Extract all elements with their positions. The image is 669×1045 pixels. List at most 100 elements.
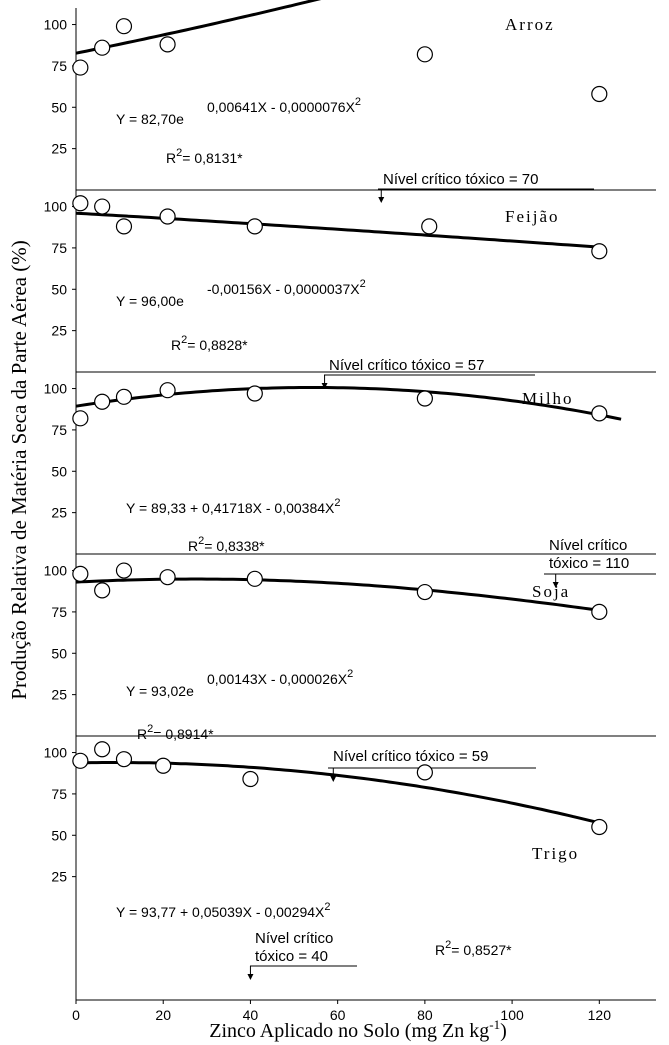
data-point [115,562,133,579]
y-tick-label: 25 [51,869,67,885]
data-point [159,36,176,53]
r-squared-value: = 0,8338* [204,538,265,554]
y-tick-label: 100 [44,381,68,397]
r-squared-r: R [435,942,445,958]
regression-equation: Y = 93,77 + 0,05039X - 0,00294X2 [116,901,330,920]
data-point [115,218,133,235]
y-tick-label: 25 [51,687,67,703]
x-axis-label: Zinco Aplicado no Solo (mg Zn kg-1) [209,1017,507,1042]
r-squared-sup: 2 [445,939,451,951]
panel-trigo: 25 50 75 100 Trigo Y = 93,77 + 0,05039X - 0,0… [44,741,608,980]
critical-level-arrowhead [552,582,559,588]
y-tick-label: 50 [51,99,67,115]
panel-title: Milho [522,389,574,408]
critical-level-label: Nível crítico tóxico = 59 [333,748,488,765]
regression-equation: Y = 89,33 + 0,41718X - 0,00384X2 [126,497,340,516]
data-point [591,603,608,621]
data-point [159,569,176,586]
y-tick-label: 25 [51,323,67,339]
y-tick-label: 25 [51,141,67,157]
r-squared-value: = 0,8527* [451,942,512,958]
y-tick-label: 75 [51,58,67,74]
x-tick-label: 20 [155,1007,171,1023]
r-squared: R2= 0,8131* [166,147,243,166]
r-squared-sup: 2 [147,723,153,735]
panel-title: Feijão [505,207,560,226]
data-point [155,757,172,774]
r-squared-sup: 2 [198,535,204,547]
equation-square: 2 [334,497,340,509]
x-tick-label: 60 [330,1007,346,1023]
equation-exponent-text: 0,00641X - 0,0000076X [207,99,356,115]
r-squared-sup: 2 [176,147,182,159]
panel-feijao: 25 50 75 100 Feijão Y = 96,00e -0,00156X - 0,0… [44,195,656,389]
panel-title: Trigo [532,844,579,863]
y-tick-label: 75 [51,786,67,802]
data-point [72,195,89,212]
data-point [242,770,259,788]
critical-level-label: Nível crítico tóxico = 70 [383,171,538,188]
regression-curve [75,577,600,612]
equation-square: 2 [324,901,330,913]
y-tick-label: 50 [51,463,67,479]
critical-level-arrowhead [330,776,337,782]
r-squared: R2= 0,8828* [171,334,248,353]
data-point [72,59,89,76]
y-tick-label: 25 [51,505,67,521]
data-point [591,243,608,260]
r-squared-value: = 0,8914* [153,726,214,742]
equation-exponent-square: 2 [355,96,361,108]
r-squared-r: R [188,538,198,554]
panel-soja: 25 50 75 100 Soja Y = 93,02e 0,00143X - 0,0000… [44,562,656,782]
x-tick-label: 100 [500,1007,524,1023]
panel-title: Soja [532,582,570,601]
regression-curve [75,0,322,55]
y-tick-label: 75 [51,240,67,256]
r-squared: R2= 0,8914* [137,723,214,742]
data-point [591,405,608,422]
equation-exponent-square: 2 [347,668,353,680]
y-tick-label: 75 [51,422,67,438]
regression-curve [75,761,600,825]
y-tick-label: 50 [51,827,67,843]
critical-level-value: tóxico = 110 [549,555,629,572]
data-point [72,410,89,427]
data-point [246,218,263,235]
panel-title: Arroz [505,15,555,34]
data-point [94,39,111,56]
r-squared-sup: 2 [181,334,187,346]
x-tick-label: 120 [588,1007,612,1023]
data-point [416,46,433,63]
equation-main: Y = 89,33 + 0,41718X - 0,00384X [126,500,335,516]
x-tick-label: 40 [243,1007,259,1023]
equation-exponent-square: 2 [360,278,366,290]
y-tick-label: 75 [51,604,67,620]
x-tick-label: 0 [72,1007,80,1023]
y-tick-label: 50 [51,645,67,661]
regression-equation: Y = 82,70e [116,111,184,127]
y-tick-label: 100 [44,563,68,579]
data-point [94,198,111,215]
x-axis-label-main: Zinco Aplicado no Solo (mg Zn kg [209,1020,489,1042]
data-point [94,741,111,758]
regression-equation: Y = 93,02e [126,683,194,699]
data-point [416,583,433,601]
critical-level-label: Nível crítico tóxico = 57 [329,357,484,374]
y-tick-label: 100 [44,199,68,215]
equation-main: Y = 93,77 + 0,05039X - 0,00294X [116,904,325,920]
panel-milho: 25 50 75 100 Milho Y = 89,33 + 0,41718X - 0,0… [44,381,656,588]
panel-arroz: 25 50 75 100 Arroz Y = 82,70e 0,00641X - 0,000… [44,0,656,203]
data-point [421,218,438,235]
critical-level-arrowhead [247,974,254,980]
equation-main: Y = 96,00e [116,293,184,309]
data-point [72,565,89,582]
critical-level-arrowhead [378,197,385,203]
equation-main: Y = 82,70e [116,111,184,127]
y-tick-label: 100 [44,17,68,33]
data-point [416,764,433,781]
data-point [246,570,263,587]
data-point [416,390,433,407]
data-point [591,85,608,103]
equation-main: Y = 93,02e [126,683,194,699]
data-point [246,385,263,402]
